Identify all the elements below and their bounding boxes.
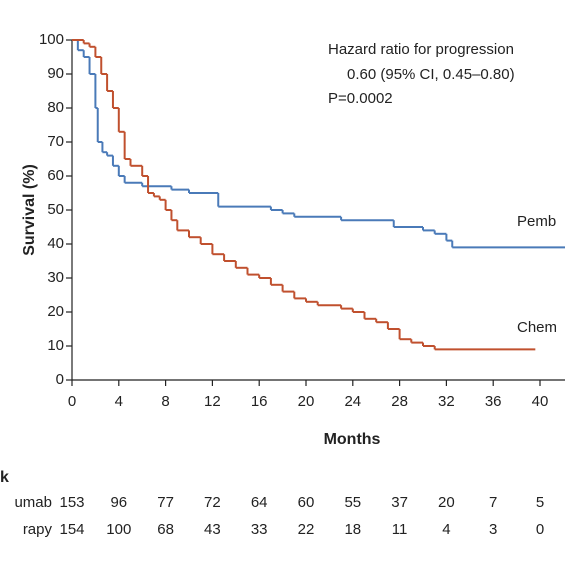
risk-value: 20: [438, 494, 455, 511]
risk-value: 7: [489, 494, 497, 511]
y-tick-label: 90: [47, 65, 64, 82]
series-label: Chem: [517, 319, 557, 336]
risk-row-label: rapy: [23, 521, 53, 538]
risk-value: 5: [536, 494, 544, 511]
series-label: Pemb: [517, 213, 556, 230]
y-axis-label: Survival (%): [21, 164, 38, 256]
x-tick-label: 20: [298, 393, 315, 410]
x-tick-label: 4: [115, 393, 123, 410]
risk-row-label: umab: [14, 494, 52, 511]
risk-value: 22: [298, 521, 315, 538]
y-tick-label: 60: [47, 167, 64, 184]
y-tick-label: 50: [47, 201, 64, 218]
risk-value: 18: [344, 521, 361, 538]
risk-value: 96: [110, 494, 127, 511]
y-tick-label: 70: [47, 133, 64, 150]
x-tick-label: 36: [485, 393, 502, 410]
risk-value: 33: [251, 521, 268, 538]
risk-value: 60: [298, 494, 315, 511]
y-tick-label: 30: [47, 269, 64, 286]
y-tick-label: 40: [47, 235, 64, 252]
x-tick-label: 0: [68, 393, 76, 410]
risk-value: 154: [59, 521, 84, 538]
x-tick-label: 12: [204, 393, 221, 410]
risk-value: 4: [442, 521, 450, 538]
x-axis-label: Months: [324, 431, 381, 448]
y-tick-label: 10: [47, 337, 64, 354]
risk-value: 37: [391, 494, 408, 511]
risk-value: 3: [489, 521, 497, 538]
annotation: 0.60 (95% CI, 0.45–0.80): [347, 66, 515, 83]
risk-value: 11: [392, 521, 408, 538]
annotation: P=0.0002: [328, 90, 393, 107]
risk-value: 55: [344, 494, 361, 511]
annotation: Hazard ratio for progression: [328, 41, 514, 58]
x-tick-label: 28: [391, 393, 408, 410]
y-tick-label: 0: [56, 371, 64, 388]
risk-value: 153: [59, 494, 84, 511]
risk-value: 68: [157, 521, 174, 538]
y-tick-label: 20: [47, 303, 64, 320]
x-tick-label: 8: [161, 393, 169, 410]
x-tick-label: 24: [344, 393, 361, 410]
risk-value: 77: [157, 494, 174, 511]
risk-value: 0: [536, 521, 544, 538]
x-tick-label: 32: [438, 393, 455, 410]
risk-title: k: [0, 469, 9, 486]
risk-value: 100: [106, 521, 131, 538]
x-tick-label: 16: [251, 393, 268, 410]
y-tick-label: 100: [39, 31, 64, 48]
y-tick-label: 80: [47, 99, 64, 116]
x-tick-label: 40: [532, 393, 549, 410]
risk-value: 64: [251, 494, 268, 511]
risk-value: 72: [204, 494, 221, 511]
risk-value: 43: [204, 521, 221, 538]
